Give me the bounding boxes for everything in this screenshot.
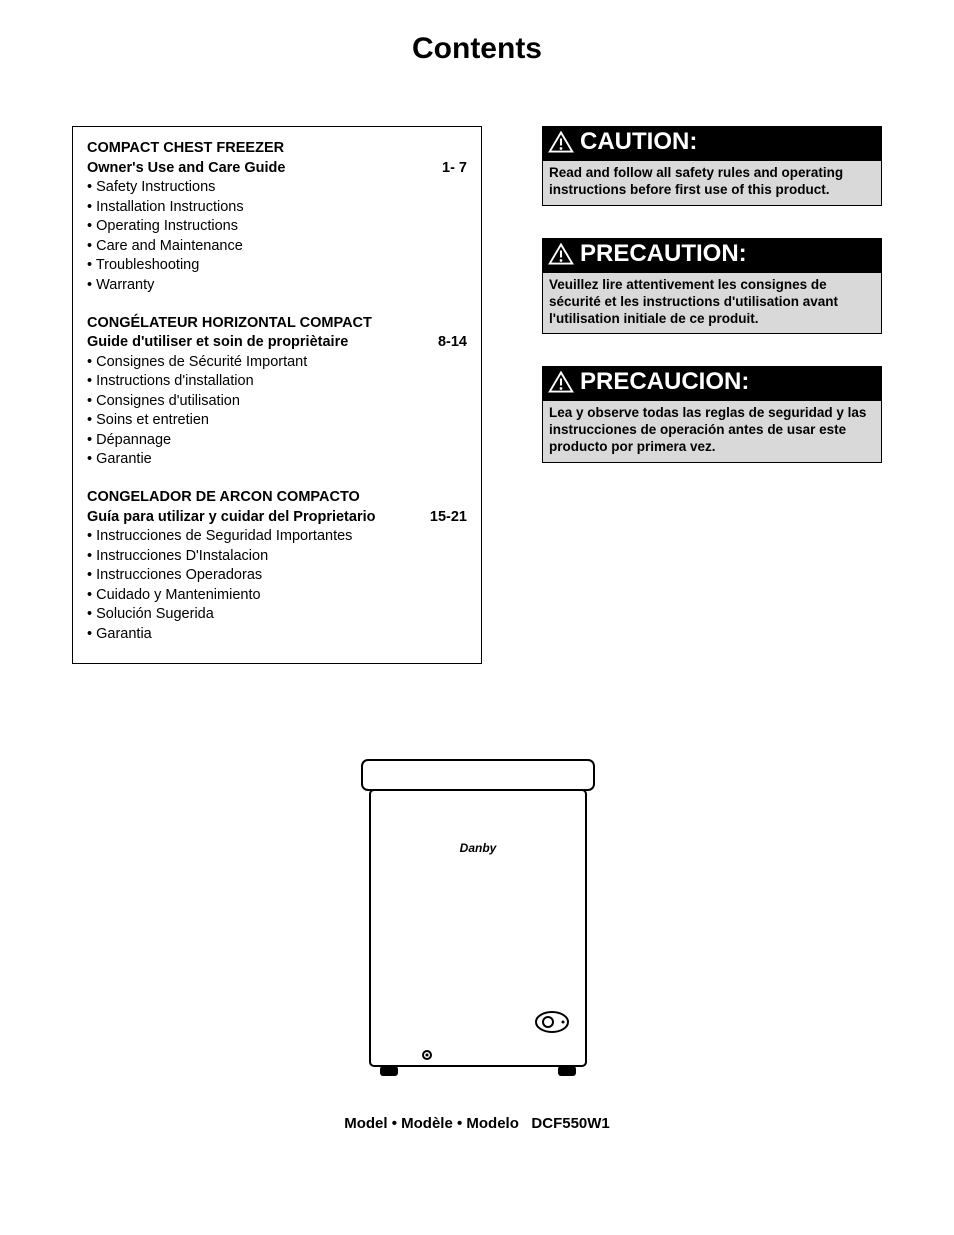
toc-section-en: COMPACT CHEST FREEZER Owner's Use and Ca…: [87, 139, 467, 296]
precaution-body: Veuillez lire attentivement les consigne…: [542, 272, 882, 335]
toc-item: Safety Instructions: [87, 178, 467, 198]
toc-pages: 15-21: [430, 508, 467, 528]
warning-icon: [548, 370, 574, 394]
toc-items: Safety Instructions Installation Instruc…: [87, 178, 467, 295]
caution-block: CAUTION: Read and follow all safety rule…: [542, 126, 882, 206]
freezer-illustration: Danby: [332, 752, 622, 1092]
precaution-block: PRECAUTION: Veuillez lire attentivement …: [542, 238, 882, 335]
toc-section-fr: CONGÉLATEUR HORIZONTAL COMPACT Guide d'u…: [87, 314, 467, 471]
toc-pages: 8-14: [438, 333, 467, 353]
content-columns: COMPACT CHEST FREEZER Owner's Use and Ca…: [0, 66, 954, 664]
precaution-header: PRECAUTION:: [542, 238, 882, 272]
toc-item: Operating Instructions: [87, 217, 467, 237]
model-line: Model • Modèle • Modelo DCF550W1: [0, 1115, 954, 1132]
toc-item: Soins et entretien: [87, 411, 467, 431]
toc-item: Solución Sugerida: [87, 605, 467, 625]
toc-subheading-row: Guide d'utiliser et soin de propriètaire…: [87, 333, 467, 353]
toc-item: Troubleshooting: [87, 256, 467, 276]
toc-items: Consignes de Sécurité Important Instruct…: [87, 353, 467, 470]
toc-item: Instrucciones Operadoras: [87, 566, 467, 586]
toc-pages: 1- 7: [442, 159, 467, 179]
precaucion-block: PRECAUCION: Lea y observe todas las regl…: [542, 366, 882, 463]
toc-item: Instrucciones D'Instalacion: [87, 547, 467, 567]
toc-heading: COMPACT CHEST FREEZER: [87, 139, 467, 159]
toc-item: Instrucciones de Seguridad Importantes: [87, 527, 467, 547]
toc-subheading-row: Guía para utilizar y cuidar del Propriet…: [87, 508, 467, 528]
toc-box: COMPACT CHEST FREEZER Owner's Use and Ca…: [72, 126, 482, 664]
precaution-label: PRECAUTION:: [580, 240, 747, 268]
product-figure: Danby Model • Modèle • Modelo DCF550W1: [0, 752, 954, 1132]
toc-item: Instructions d'installation: [87, 372, 467, 392]
warning-icon: [548, 242, 574, 266]
model-label: Model • Modèle • Modelo: [344, 1115, 519, 1132]
toc-section-es: CONGELADOR DE ARCON COMPACTO Guía para u…: [87, 488, 467, 645]
toc-item: Installation Instructions: [87, 198, 467, 218]
toc-item: Dépannage: [87, 431, 467, 451]
left-column: COMPACT CHEST FREEZER Owner's Use and Ca…: [72, 126, 482, 664]
toc-item: Garantie: [87, 450, 467, 470]
model-number: DCF550W1: [531, 1115, 609, 1132]
precaucion-label: PRECAUCION:: [580, 368, 749, 396]
precaucion-body: Lea y observe todas las reglas de seguri…: [542, 400, 882, 463]
warning-icon: [548, 130, 574, 154]
right-column: CAUTION: Read and follow all safety rule…: [542, 126, 882, 664]
precaucion-header: PRECAUCION:: [542, 366, 882, 400]
toc-item: Garantia: [87, 625, 467, 645]
toc-subheading: Owner's Use and Care Guide: [87, 159, 285, 179]
toc-items: Instrucciones de Seguridad Importantes I…: [87, 527, 467, 644]
caution-header: CAUTION:: [542, 126, 882, 160]
toc-item: Cuidado y Mantenimiento: [87, 586, 467, 606]
toc-subheading-row: Owner's Use and Care Guide 1- 7: [87, 159, 467, 179]
toc-item: Warranty: [87, 276, 467, 296]
caution-body: Read and follow all safety rules and ope…: [542, 160, 882, 206]
caution-label: CAUTION:: [580, 128, 697, 156]
toc-item: Consignes de Sécurité Important: [87, 353, 467, 373]
page-title: Contents: [0, 0, 954, 66]
toc-item: Care and Maintenance: [87, 237, 467, 257]
svg-text:Danby: Danby: [460, 841, 498, 855]
toc-heading: CONGÉLATEUR HORIZONTAL COMPACT: [87, 314, 467, 334]
toc-heading: CONGELADOR DE ARCON COMPACTO: [87, 488, 467, 508]
toc-subheading: Guía para utilizar y cuidar del Propriet…: [87, 508, 375, 528]
toc-subheading: Guide d'utiliser et soin de propriètaire: [87, 333, 348, 353]
toc-item: Consignes d'utilisation: [87, 392, 467, 412]
